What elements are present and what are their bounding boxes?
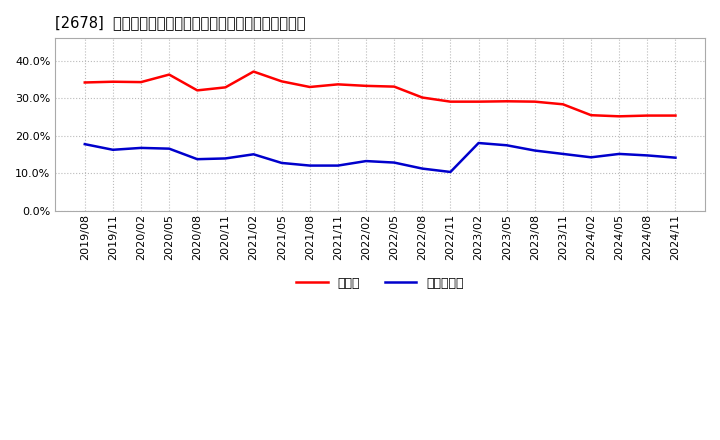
現頂金	[137, 80, 145, 85]
現頂金	[446, 99, 455, 104]
現頂金	[361, 83, 370, 88]
Legend: 現頂金, 有利子負債: 現頂金, 有利子負債	[292, 272, 469, 295]
現頂金	[587, 113, 595, 118]
有利子負債	[221, 156, 230, 161]
有利子負債	[531, 148, 539, 153]
有利子負債	[418, 166, 427, 171]
現頂金	[615, 114, 624, 119]
現頂金	[305, 84, 314, 90]
Line: 現頂金: 現頂金	[85, 72, 675, 116]
Text: [2678]  現頂金、有利子負債の総資産に対する比率の推移: [2678] 現頂金、有利子負債の総資産に対する比率の推移	[55, 15, 306, 30]
現頂金	[474, 99, 483, 104]
現頂金	[221, 85, 230, 90]
現頂金	[390, 84, 398, 89]
現頂金	[643, 113, 652, 118]
有利子負債	[559, 151, 567, 157]
有利子負債	[615, 151, 624, 157]
有利子負債	[587, 155, 595, 160]
現頂金	[671, 113, 680, 118]
有利子負債	[193, 157, 202, 162]
有利子負債	[109, 147, 117, 152]
有利子負債	[503, 143, 511, 148]
有利子負債	[81, 142, 89, 147]
現頂金	[531, 99, 539, 104]
有利子負債	[446, 169, 455, 175]
現頂金	[109, 79, 117, 84]
有利子負債	[305, 163, 314, 168]
Line: 有利子負債: 有利子負債	[85, 143, 675, 172]
現頂金	[503, 99, 511, 104]
有利子負債	[165, 146, 174, 151]
有利子負債	[643, 153, 652, 158]
現頂金	[559, 102, 567, 107]
有利子負債	[249, 152, 258, 157]
現頂金	[81, 80, 89, 85]
現頂金	[333, 82, 342, 87]
現頂金	[249, 69, 258, 74]
有利子負債	[390, 160, 398, 165]
現頂金	[165, 72, 174, 77]
有利子負債	[474, 140, 483, 146]
有利子負債	[361, 158, 370, 164]
有利子負債	[277, 160, 286, 165]
有利子負債	[671, 155, 680, 160]
現頂金	[277, 79, 286, 84]
現頂金	[418, 95, 427, 100]
現頂金	[193, 88, 202, 93]
有利子負債	[137, 145, 145, 150]
有利子負債	[333, 163, 342, 168]
